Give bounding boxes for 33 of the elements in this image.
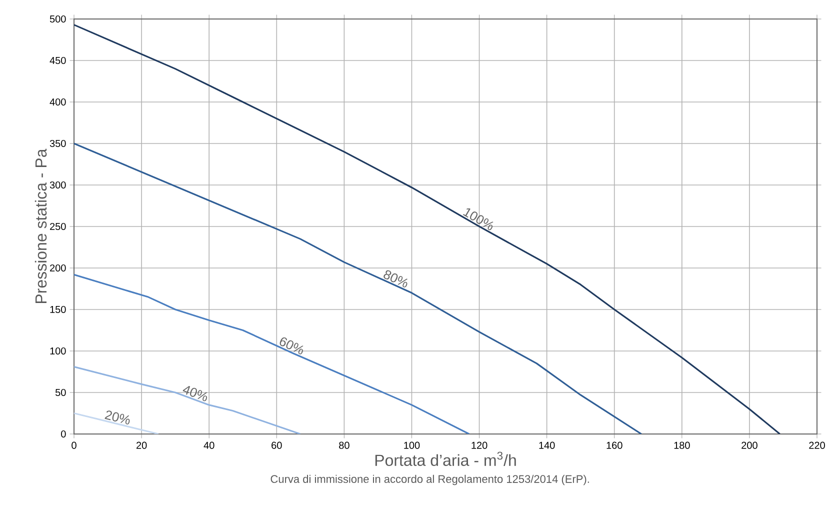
line-series: [74, 142, 642, 434]
y-axis-title: Pressione statica - Pa: [34, 148, 47, 303]
y-tick-label: 500: [50, 15, 66, 23]
x-tick-label: 60: [272, 442, 282, 449]
y-tick-label: 200: [50, 264, 66, 272]
x-tick-label: 160: [606, 442, 622, 449]
text: 60%: [280, 337, 304, 354]
y-tick-label: 150: [50, 306, 66, 314]
y-tick-label: 100: [50, 347, 66, 355]
text: 20%: [104, 410, 130, 424]
x-tick-label: 40: [204, 442, 214, 449]
x-tick-label: 200: [742, 442, 758, 449]
y-tick-label: 450: [50, 56, 66, 64]
x-tick-label: 100: [404, 442, 420, 449]
x-tick-label: 180: [674, 442, 690, 449]
text: 80%: [384, 270, 408, 288]
x-tick-label: 140: [539, 442, 555, 449]
text: Curva di immissione in accordo al Regolamento 1253/2014 (ErP).: [270, 474, 589, 486]
x-tick-label: 20: [136, 442, 147, 449]
y-tick-label: 300: [50, 181, 66, 189]
line-series: [74, 366, 302, 434]
x-tick-label: 120: [472, 442, 488, 449]
x-tick-label: 220: [809, 442, 825, 449]
x-tick-label: 80: [339, 442, 350, 449]
y-tick-label: 350: [50, 140, 66, 148]
y-tick-label: 400: [50, 98, 66, 106]
text: 40%: [182, 386, 208, 402]
y-tick-label: 50: [55, 388, 66, 396]
x-tick-label: 0: [72, 442, 76, 449]
y-tick-label: 250: [50, 222, 66, 230]
x-axis-title: Portata d’aria - m$^{3}$/h: [375, 452, 516, 466]
line-series: [74, 24, 781, 434]
y-tick-label: 0: [61, 430, 66, 438]
